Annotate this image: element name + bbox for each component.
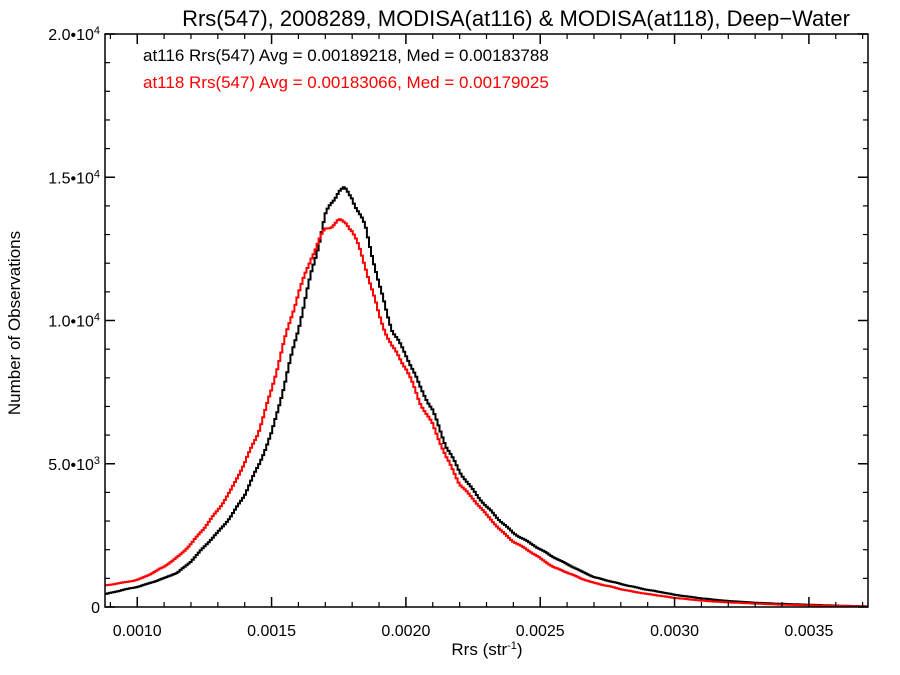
annotation-at118: at118 Rrs(547) Avg = 0.00183066, Med = 0… bbox=[143, 73, 549, 92]
y-tick-label-base: 1.5•10 bbox=[48, 170, 94, 187]
annotation-at116: at116 Rrs(547) Avg = 0.00189218, Med = 0… bbox=[143, 46, 549, 65]
y-tick-label-base: 2.0•10 bbox=[48, 27, 94, 44]
y-tick-label-base: 5.0•10 bbox=[48, 457, 94, 474]
series-at118-line bbox=[105, 218, 868, 608]
y-tick-label: 1.0•104 bbox=[48, 312, 100, 331]
x-axis-label-end: ) bbox=[517, 640, 523, 659]
y-axis-label: Number of Observations bbox=[5, 231, 24, 415]
x-tick-label: 0.0035 bbox=[784, 623, 833, 640]
y-tick-label-base: 0 bbox=[91, 600, 100, 617]
x-axis-label-main: Rrs (str bbox=[451, 640, 507, 659]
y-tick-label: 1.5•104 bbox=[48, 168, 100, 187]
x-axis-label: Rrs (str-1) bbox=[451, 640, 522, 659]
series-layer bbox=[105, 186, 868, 608]
annotation-layer: at116 Rrs(547) Avg = 0.00189218, Med = 0… bbox=[143, 46, 549, 92]
y-tick-label: 0 bbox=[91, 600, 100, 617]
y-tick-label-exp: 4 bbox=[94, 168, 100, 180]
y-tick-label: 5.0•103 bbox=[48, 455, 100, 474]
x-tick-label: 0.0020 bbox=[381, 623, 430, 640]
y-tick-label-exp: 3 bbox=[94, 455, 100, 467]
series-at116-line bbox=[105, 186, 868, 608]
x-tick-label: 0.0015 bbox=[247, 623, 296, 640]
y-tick-label-exp: 4 bbox=[94, 312, 100, 324]
x-tick-label: 0.0030 bbox=[650, 623, 699, 640]
y-tick-label-base: 1.0•10 bbox=[48, 314, 94, 331]
x-tick-label: 0.0025 bbox=[516, 623, 565, 640]
x-axis-label-sup: -1 bbox=[507, 640, 517, 652]
chart-title: Rrs(547), 2008289, MODISA(at116) & MODIS… bbox=[182, 6, 850, 31]
x-axis: 0.0010 0.0015 0.0020 0.0025 0.0030 0.0035 bbox=[109, 34, 864, 640]
plot-frame bbox=[104, 33, 869, 608]
y-tick-label: 2.0•104 bbox=[48, 25, 100, 44]
x-tick-label: 0.0010 bbox=[113, 623, 162, 640]
y-tick-label-exp: 4 bbox=[94, 25, 100, 37]
